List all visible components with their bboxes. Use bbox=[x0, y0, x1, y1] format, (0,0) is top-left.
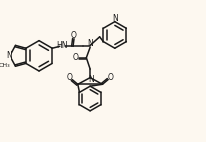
Text: CH₃: CH₃ bbox=[0, 63, 10, 68]
Text: N: N bbox=[6, 51, 12, 60]
Text: N: N bbox=[87, 39, 92, 48]
Text: HN: HN bbox=[56, 41, 67, 50]
Text: N: N bbox=[88, 75, 94, 83]
Text: O: O bbox=[71, 31, 77, 40]
Text: O: O bbox=[66, 73, 72, 82]
Text: O: O bbox=[108, 73, 114, 82]
Text: O: O bbox=[73, 53, 78, 62]
Text: N: N bbox=[111, 14, 117, 23]
